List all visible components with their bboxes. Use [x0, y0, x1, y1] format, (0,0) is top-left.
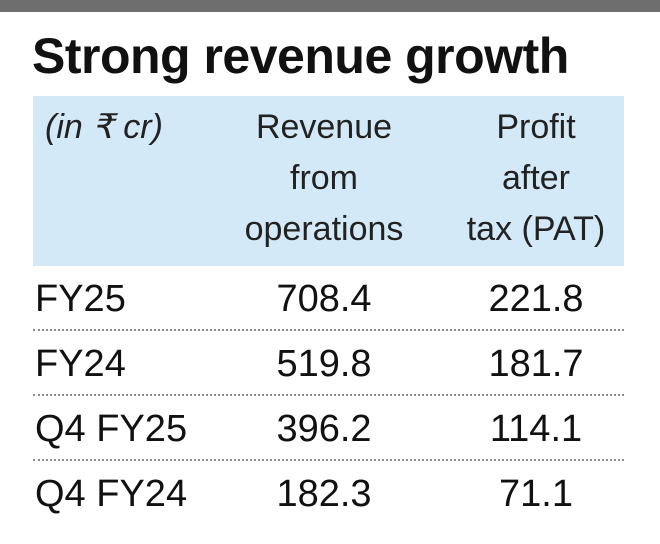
table-row: FY25 708.4 221.8 — [33, 266, 624, 331]
pat-value: 114.1 — [489, 408, 583, 450]
top-rule — [0, 0, 660, 12]
chart-title: Strong revenue growth — [32, 28, 569, 84]
revenue-value: 519.8 — [276, 343, 372, 385]
revenue-value: 396.2 — [276, 408, 372, 450]
table-row: Q4 FY24 182.3 71.1 — [33, 461, 624, 526]
unit-label: (in ₹ cr) — [45, 108, 163, 146]
column-header-revenue: Revenue from operations — [244, 108, 404, 248]
table-row: FY24 519.8 181.7 — [33, 331, 624, 396]
revenue-value: 708.4 — [276, 278, 372, 320]
row-label: FY24 — [35, 343, 126, 385]
row-label: Q4 FY25 — [35, 408, 188, 450]
revenue-value: 182.3 — [276, 473, 372, 515]
table-body: FY25 708.4 221.8 FY24 519.8 181.7 Q4 FY2… — [33, 266, 624, 526]
pat-value: 181.7 — [488, 343, 584, 385]
column-header-pat: Profit after tax (PAT) — [466, 108, 606, 248]
row-label: Q4 FY24 — [35, 473, 188, 515]
pat-value: 221.8 — [488, 278, 584, 320]
table-row: Q4 FY25 396.2 114.1 — [33, 396, 624, 461]
pat-value: 71.1 — [499, 473, 573, 515]
row-label: FY25 — [35, 278, 126, 320]
header-band — [33, 96, 624, 266]
